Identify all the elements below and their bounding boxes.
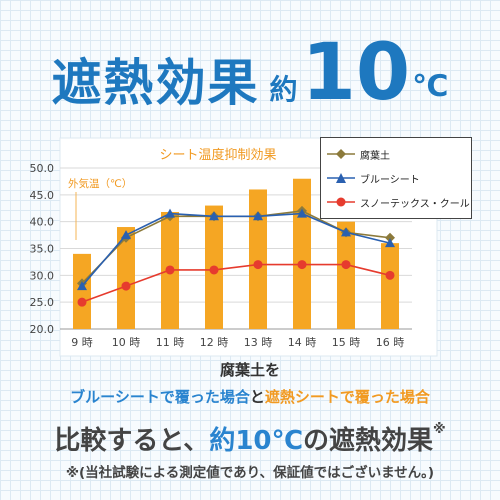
data-point bbox=[385, 238, 395, 248]
bar bbox=[249, 189, 267, 329]
x-tick-label: 11 時 bbox=[156, 336, 185, 349]
chart-legend: 腐葉土 ブルーシート スノーテックス・クール bbox=[320, 137, 472, 219]
legend-triangle-icon bbox=[327, 173, 355, 183]
headline: 遮熱効果 約 10 ℃ bbox=[0, 18, 500, 118]
data-point bbox=[253, 211, 263, 221]
bar bbox=[293, 178, 311, 329]
legend-circle-icon bbox=[327, 197, 355, 207]
bar bbox=[117, 227, 135, 329]
x-tick-label: 15 時 bbox=[332, 336, 361, 349]
legend-label: ブルーシート bbox=[360, 174, 420, 186]
y-tick-label: 40.0 bbox=[30, 216, 55, 229]
data-point bbox=[209, 265, 219, 275]
x-tick-label: 16 時 bbox=[376, 336, 405, 349]
caption-join: と bbox=[249, 388, 265, 406]
caption-heat-sheet: 遮熱シートで覆った場合 bbox=[264, 388, 430, 406]
y-tick-label: 30.0 bbox=[30, 269, 55, 282]
data-point bbox=[77, 297, 87, 307]
data-point bbox=[165, 208, 175, 218]
legend-label: 腐葉土 bbox=[360, 150, 390, 162]
x-tick-label: 9 時 bbox=[71, 336, 93, 349]
caption-line-2: ブルーシートで覆った場合と遮熱シートで覆った場合 bbox=[0, 386, 500, 407]
data-point bbox=[297, 208, 307, 218]
y-tick-label: 20.0 bbox=[30, 323, 55, 336]
caption-highlight: 約10℃ bbox=[209, 426, 303, 456]
x-tick-label: 14 時 bbox=[288, 336, 317, 349]
data-point bbox=[121, 230, 131, 240]
bar-annotation: 外気温（℃） bbox=[68, 177, 132, 190]
headline-main: 遮熱効果 bbox=[51, 54, 260, 112]
legend-item-blue-sheet: ブルーシート bbox=[321, 170, 420, 186]
headline-unit: ℃ bbox=[412, 69, 449, 104]
y-tick-label: 35.0 bbox=[30, 243, 55, 256]
temperature-chart: シート温度抑制効果 20.0 25.0 30.0 35.0 40.0 45.0 50.0 9… bbox=[30, 137, 438, 357]
data-point bbox=[341, 260, 351, 270]
bar bbox=[73, 253, 91, 329]
data-point bbox=[297, 260, 307, 270]
caption-note-mark: ※ bbox=[433, 422, 446, 437]
legend-diamond-icon bbox=[327, 149, 355, 159]
caption-blue-sheet: ブルーシートで覆った場合 bbox=[70, 388, 250, 406]
y-tick-label: 45.0 bbox=[30, 189, 55, 202]
x-tick-label: 13 時 bbox=[244, 336, 273, 349]
data-point bbox=[165, 265, 175, 275]
series-line bbox=[81, 263, 391, 303]
legend-item-fuyodo: 腐葉土 bbox=[321, 146, 390, 162]
data-point bbox=[385, 270, 395, 280]
legend-label: スノーテックス・クール bbox=[360, 198, 470, 210]
data-point bbox=[341, 227, 351, 237]
caption-line-1: 腐葉土を bbox=[219, 361, 280, 379]
x-tick-label: 10 時 bbox=[112, 336, 141, 349]
x-tick-label: 12 時 bbox=[200, 336, 229, 349]
bar bbox=[381, 243, 399, 329]
bar bbox=[337, 221, 355, 329]
data-point bbox=[253, 260, 263, 270]
y-tick-label: 50.0 bbox=[30, 162, 55, 175]
y-tick-label: 25.0 bbox=[30, 296, 55, 309]
headline-approx: 約 bbox=[269, 73, 298, 106]
series-line bbox=[81, 212, 391, 287]
legend-item-snowtex-cool: スノーテックス・クール bbox=[321, 194, 470, 210]
caption-compare: 比較すると、 bbox=[54, 426, 210, 456]
data-point bbox=[121, 281, 131, 291]
caption-effect: の遮熱効果 bbox=[302, 426, 433, 456]
data-point bbox=[209, 211, 219, 221]
caption-line-3: 比較すると、約10℃の遮熱効果※ bbox=[0, 420, 500, 457]
caption-disclaimer: ※(当社試験による測定値であり、保証値ではございません。) bbox=[65, 465, 435, 481]
data-point bbox=[77, 281, 87, 291]
data-point bbox=[385, 232, 395, 243]
chart-title: シート温度抑制効果 bbox=[159, 147, 276, 163]
headline-number: 10 bbox=[301, 27, 411, 118]
